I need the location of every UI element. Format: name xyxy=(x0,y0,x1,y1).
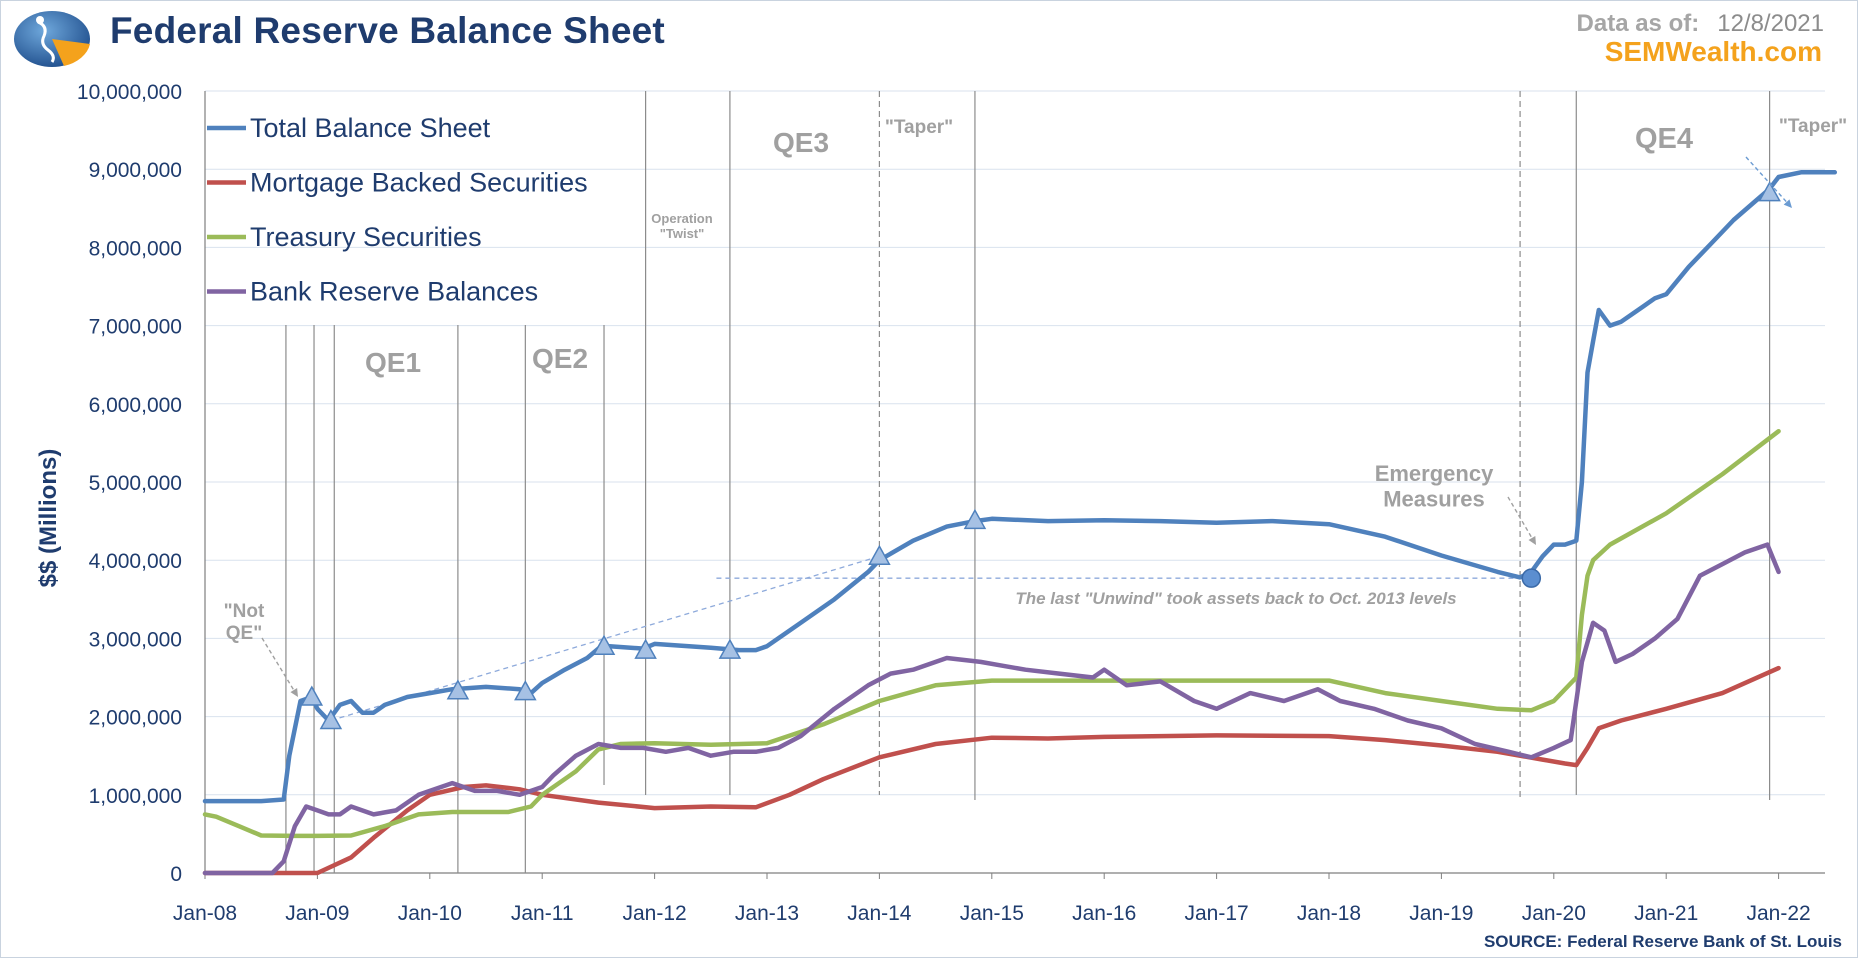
trend-guide-line xyxy=(330,555,880,722)
arrow-not-qe-head xyxy=(290,688,298,697)
legend-label: Bank Reserve Balances xyxy=(250,277,538,307)
event-marker-triangle xyxy=(319,708,343,730)
y-tick-label: 1,000,000 xyxy=(89,785,182,808)
arrow-taper-2021 xyxy=(1745,156,1793,209)
x-tick-label: Jan-10 xyxy=(398,902,462,925)
legend-label: Mortgage Backed Securities xyxy=(250,168,588,198)
x-tick-label: Jan-22 xyxy=(1746,902,1810,925)
x-tick-label: Jan-20 xyxy=(1522,902,1586,925)
event-marker-triangle xyxy=(300,685,324,706)
event-marker-triangle xyxy=(718,638,742,659)
series-line-1 xyxy=(202,665,1781,876)
x-tick-label: Jan-11 xyxy=(511,902,574,925)
y-tick-label: 10,000,000 xyxy=(77,81,182,104)
series-line-3 xyxy=(202,542,1781,876)
y-tick-label: 7,000,000 xyxy=(89,316,182,339)
annotation-operation-twist: Operation "Twist" xyxy=(651,211,712,241)
y-tick-label: 3,000,000 xyxy=(89,628,182,651)
legend: Total Balance Sheet Mortgage Backed Secur… xyxy=(207,113,588,307)
legend-label: Total Balance Sheet xyxy=(250,113,491,143)
semwealth-logo-icon xyxy=(14,11,90,67)
arrow-emergency xyxy=(1507,496,1537,546)
as-of-label: Data as of: xyxy=(1576,10,1700,37)
x-tick-label: Jan-09 xyxy=(285,902,349,925)
y-tick-label: 4,000,000 xyxy=(89,550,182,573)
data-as-of: Data as of: 12/8/2021 xyxy=(1577,10,1824,38)
x-tick-label: Jan-14 xyxy=(847,902,912,925)
series-line-0 xyxy=(202,170,1838,804)
annotation-qe2: QE2 xyxy=(532,343,588,374)
annotation-emergency-measures: Emergency Measures xyxy=(1375,461,1494,511)
legend-label: Treasury Securities xyxy=(250,222,482,252)
y-tick-label: 2,000,000 xyxy=(89,707,182,730)
header: Federal Reserve Balance Sheet Data as of… xyxy=(0,0,1858,70)
event-marker-triangle xyxy=(868,544,891,566)
annotation-not-qe: "Not QE" xyxy=(224,601,265,644)
x-tick-label: Jan-08 xyxy=(173,902,237,925)
annotation-unwind: The last "Unwind" took assets back to Oc… xyxy=(1015,589,1456,608)
annotation-taper-2014: "Taper" xyxy=(885,117,953,138)
x-tick-label: Jan-19 xyxy=(1409,902,1473,925)
grid-lines xyxy=(205,90,1825,874)
annotations: "Not QE" QE1 QE2 Operation "Twist" QE3 "Taper" E… xyxy=(224,116,1847,698)
unwind-marker-circle xyxy=(1521,568,1542,588)
event-marker-triangle xyxy=(634,638,657,659)
series-line-2 xyxy=(202,428,1781,839)
x-axis: Jan-08 Jan-09 Jan-10 Jan-11 Jan-12 Jan-13 Jan-… xyxy=(173,873,1811,925)
x-tick-label: Jan-21 xyxy=(1634,902,1698,925)
y-tick-label: 6,000,000 xyxy=(89,394,182,417)
x-tick-label: Jan-17 xyxy=(1184,902,1248,925)
as-of-date: 12/8/2021 xyxy=(1717,10,1824,37)
x-tick-label: Jan-13 xyxy=(735,902,799,925)
arrow-not-qe xyxy=(261,637,299,698)
y-axis-label: $$ (Millions) xyxy=(35,449,62,588)
x-tick-label: Jan-16 xyxy=(1072,902,1136,925)
event-marker-triangle xyxy=(514,680,537,701)
event-markers xyxy=(300,181,1781,730)
event-marker-triangle xyxy=(446,679,470,700)
annotation-qe3: QE3 xyxy=(773,127,829,158)
y-tick-label: 9,000,000 xyxy=(89,159,182,182)
event-marker-triangle xyxy=(592,634,616,655)
event-marker-triangle xyxy=(1758,181,1781,202)
annotation-guides xyxy=(330,555,1537,722)
event-marker-triangle xyxy=(963,508,987,530)
series-layer xyxy=(202,170,1838,876)
y-tick-label: 0 xyxy=(170,863,182,886)
source-note: SOURCE: Federal Reserve Bank of St. Loui… xyxy=(1483,932,1842,951)
x-tick-label: Jan-12 xyxy=(622,902,686,925)
arrow-emergency-head xyxy=(1528,536,1536,545)
y-tick-label: 5,000,000 xyxy=(89,472,182,495)
y-axis: 0 1,000,000 2,000,000 3,000,000 4,000,000 5,0… xyxy=(77,81,206,886)
annotation-taper-2021: "Taper" xyxy=(1779,116,1847,137)
arrow-taper-2021-head xyxy=(1783,199,1792,208)
y-tick-label: 8,000,000 xyxy=(89,237,182,260)
page-title: Federal Reserve Balance Sheet xyxy=(110,10,665,51)
annotation-qe1: QE1 xyxy=(365,347,421,378)
annotation-qe4: QE4 xyxy=(1635,123,1693,155)
x-tick-label: Jan-15 xyxy=(960,902,1024,925)
brand-link[interactable]: SEMWealth.com xyxy=(1604,36,1822,67)
x-tick-label: Jan-18 xyxy=(1297,902,1361,925)
